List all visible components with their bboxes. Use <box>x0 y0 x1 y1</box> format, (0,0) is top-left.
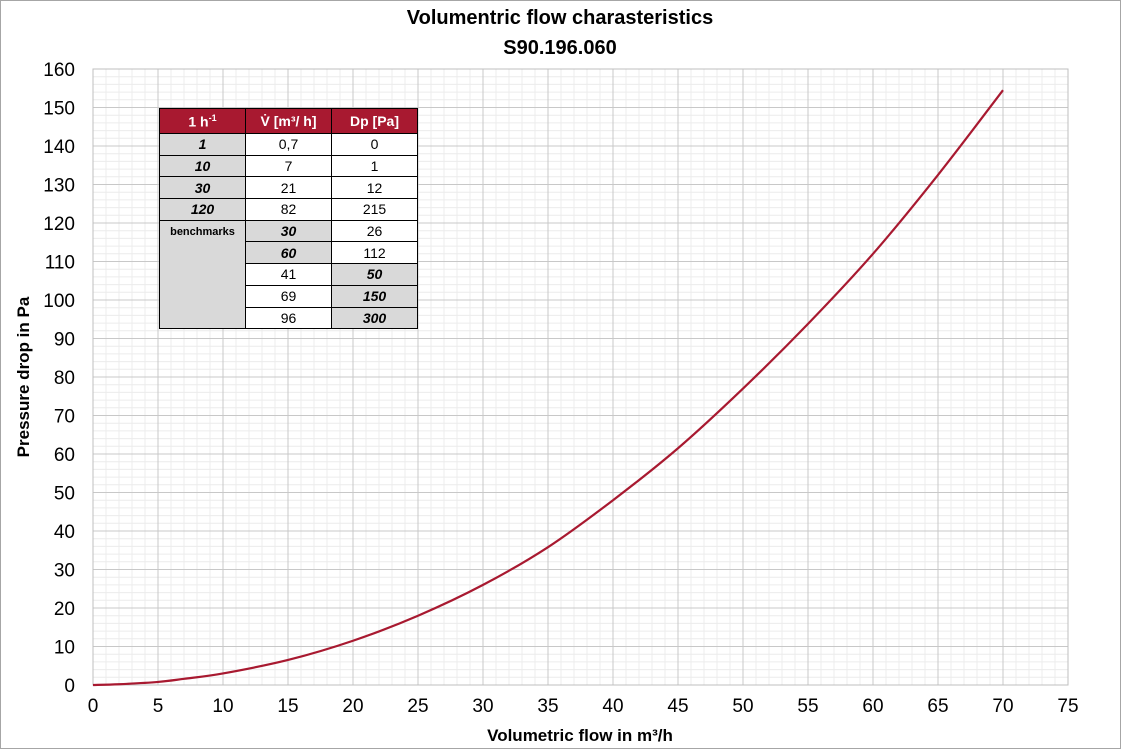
table-cell: 7 <box>245 154 332 178</box>
y-tick-label: 60 <box>54 445 75 466</box>
major-grid <box>92 68 1069 686</box>
chart-title: Volumentric flow charasteristics <box>407 7 713 29</box>
series-line <box>92 89 1004 687</box>
table-row: 41 50 <box>160 263 418 286</box>
table-cell: 30 <box>159 176 246 200</box>
benchmark-table: 1 h-1 V̇ [m³/ h] Dp [Pa] 1 0,7 0 10 7 1 … <box>159 108 418 330</box>
x-tick-label: 75 <box>1057 696 1078 717</box>
y-axis-ticks: 0 10 20 30 40 50 60 70 80 90 100 110 120 130 140 150 160 <box>43 60 75 697</box>
table-cell: 60 <box>245 241 332 265</box>
x-tick-label: 0 <box>88 696 99 717</box>
table-cell: 69 <box>245 284 332 308</box>
benchmarks-label: benchmarks <box>159 219 246 330</box>
table-cell: 120 <box>159 198 246 221</box>
x-tick-label: 25 <box>407 696 428 717</box>
x-tick-label: 65 <box>927 696 948 717</box>
table-row: 120 82 215 <box>159 198 418 221</box>
x-tick-label: 5 <box>153 696 164 717</box>
plot-area-border <box>92 68 1069 686</box>
table-cell: 96 <box>245 306 332 330</box>
chart-subtitle: S90.196.060 <box>503 37 616 59</box>
y-tick-label: 110 <box>45 253 75 274</box>
table-cell: 215 <box>331 198 418 221</box>
table-cell: 0,7 <box>245 133 332 156</box>
table-cell: 10 <box>159 154 246 178</box>
table-cell: 41 <box>245 263 332 286</box>
x-tick-label: 20 <box>342 696 363 717</box>
table-cell: 150 <box>331 284 418 308</box>
x-axis-ticks: 0 5 10 15 20 25 30 35 40 45 50 55 60 65 70 75 <box>88 696 1079 717</box>
header-air-change-main: 1 h <box>188 113 209 130</box>
x-tick-label: 40 <box>602 696 623 717</box>
table-cell: 82 <box>245 198 332 221</box>
table-row: 60 112 <box>160 241 418 265</box>
table-cell: 112 <box>331 241 418 265</box>
y-tick-label: 30 <box>54 561 75 582</box>
y-tick-label: 160 <box>43 60 75 81</box>
table-cell: 1 <box>159 133 246 156</box>
y-tick-label: 20 <box>54 599 75 620</box>
y-tick-label: 150 <box>43 99 75 120</box>
x-tick-label: 50 <box>732 696 753 717</box>
x-tick-label: 60 <box>862 696 883 717</box>
y-tick-label: 10 <box>54 638 75 659</box>
header-air-change-sup: -1 <box>208 112 217 123</box>
x-tick-label: 35 <box>537 696 558 717</box>
header-flow: V̇ [m³/ h] <box>245 108 332 134</box>
table-row: 96 300 <box>160 306 418 330</box>
x-tick-label: 45 <box>667 696 688 717</box>
x-tick-label: 70 <box>992 696 1013 717</box>
table-cell: 12 <box>331 176 418 200</box>
header-air-change: 1 h-1 <box>159 108 246 134</box>
y-tick-label: 90 <box>54 330 75 351</box>
y-tick-label: 40 <box>54 522 75 543</box>
table-cell: 26 <box>331 219 418 243</box>
table-row: 1 0,7 0 <box>159 133 418 156</box>
table-cell: 1 <box>331 154 418 178</box>
y-tick-label: 80 <box>54 368 75 389</box>
table-row: 30 21 12 <box>159 176 418 200</box>
y-tick-label: 130 <box>43 176 75 197</box>
y-tick-label: 120 <box>43 214 75 235</box>
table-cell: 0 <box>331 133 418 156</box>
y-tick-label: 50 <box>54 484 75 505</box>
x-axis-label: Volumetric flow in m³/h <box>487 726 673 745</box>
table-header-row: 1 h-1 V̇ [m³/ h] Dp [Pa] <box>159 108 418 134</box>
y-tick-label: 0 <box>64 676 75 697</box>
y-axis-label: Pressure drop in Pa <box>14 296 33 457</box>
y-tick-label: 140 <box>43 137 75 158</box>
header-pressure: Dp [Pa] <box>331 108 418 134</box>
y-tick-label: 100 <box>43 291 75 312</box>
x-tick-label: 15 <box>277 696 298 717</box>
table-cell: 50 <box>331 263 418 286</box>
x-tick-label: 30 <box>472 696 493 717</box>
series-layer <box>92 89 1004 687</box>
table-cell: 300 <box>331 306 418 330</box>
y-tick-label: 70 <box>54 407 75 428</box>
table-row: benchmarks 30 26 <box>159 219 418 330</box>
table-row: 10 7 1 <box>159 154 418 178</box>
x-tick-label: 55 <box>797 696 818 717</box>
table-cell: 21 <box>245 176 332 200</box>
table-cell: 30 <box>245 219 332 243</box>
x-tick-label: 10 <box>212 696 233 717</box>
